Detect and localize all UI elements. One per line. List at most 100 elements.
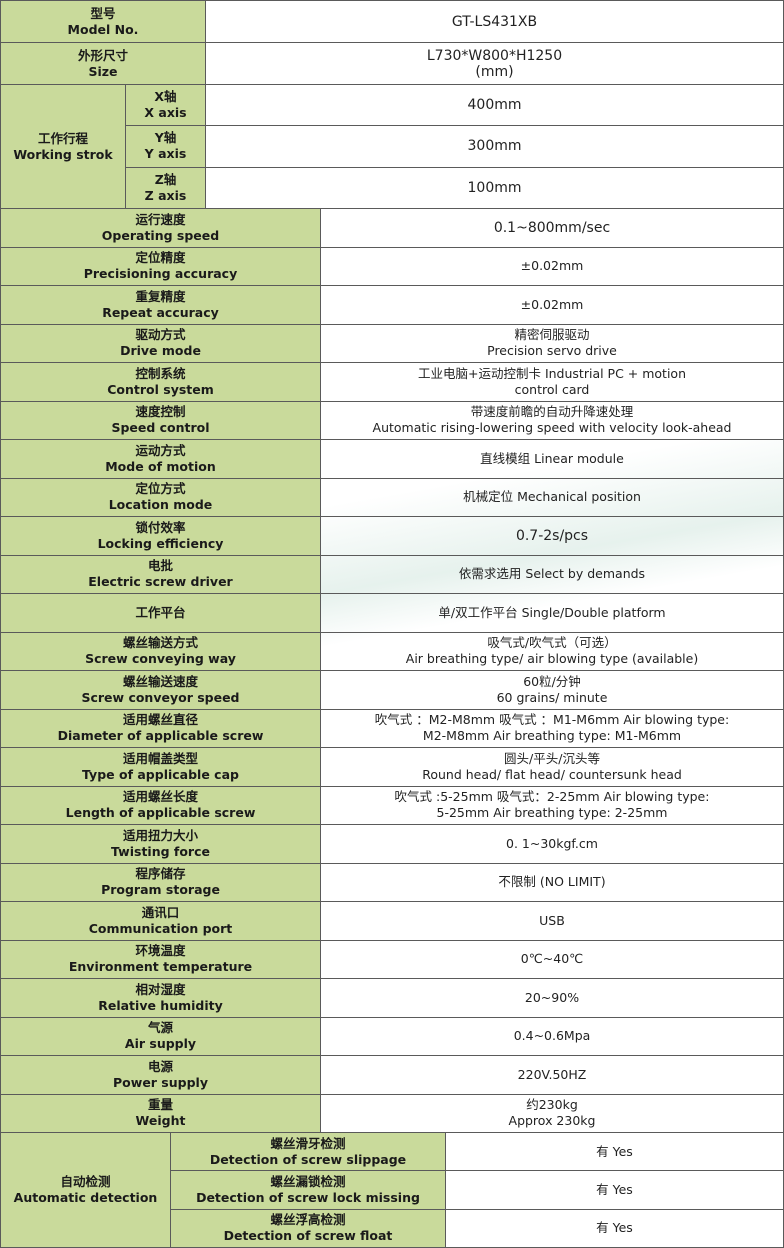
spec-14-value: 圆头/平头/沉头等 Round head/ flat head/ counters… [320,747,784,787]
working-stroke-label-text: 工作行程 [37,130,88,146]
spec-5-label: 速度控制 Speed control [0,400,321,440]
axis-2-label-text: Z轴 [154,171,177,187]
spec-23-value: 约230kg Approx 230kg [320,1093,784,1133]
spec-13-value-text: M2-M8mm Air breathing type: M1-M6mm [422,728,682,744]
spec-11-value-text: 吸气式/吹气式（可选） [487,635,617,651]
spec-15-value-text: 5-25mm Air breathing type: 2-25mm [436,805,668,821]
spec-5-label-text: 速度控制 [135,404,186,420]
spec-6-label-text: 运动方式 [135,442,186,458]
spec-19-label-text: 环境温度 [135,943,186,959]
spec-22-value-text: 220V.50HZ [517,1066,587,1082]
spec-20-value-text: 20~90% [524,989,580,1005]
spec-6-label-text: Mode of motion [105,458,216,474]
spec-13-label: 适用螺丝直径 Diameter of applicable screw [0,708,321,748]
spec-1-label: 定位精度 Precisioning accuracy [0,246,321,286]
spec-19-label: 环境温度 Environment temperature [0,939,321,979]
spec-17-label-text: 程序储存 [135,866,186,882]
spec-0-label-text: Operating speed [101,227,220,243]
axis-0-label-text: X axis [144,105,187,121]
spec-9-value-text: 依需求选用 Select by demands [458,566,646,582]
spec-3-label-text: 驱动方式 [135,327,186,343]
axis-1-label-text: Y axis [144,146,187,162]
row-0-label-text: 型号 [90,5,116,21]
detection-1-value-text: 有 Yes [596,1182,633,1198]
spec-17-value: 不限制 (NO LIMIT) [320,862,784,902]
spec-13-label-text: 适用螺丝直径 [122,712,198,728]
axis-2-label: Z轴 Z axis [125,166,206,209]
spec-3-label: 驱动方式 Drive mode [0,323,321,363]
spec-1-value-text: ±0.02mm [520,258,584,274]
spec-2-label: 重复精度 Repeat accuracy [0,285,321,325]
spec-14-value-text: Round head/ flat head/ countersunk head [422,766,682,782]
spec-19-value: 0℃~40℃ [320,939,784,979]
row-0-label: 型号 Model No. [0,0,206,43]
spec-19-value-text: 0℃~40℃ [520,951,584,967]
spec-11-label: 螺丝输送方式 Screw conveying way [0,631,321,671]
spec-6-value-text: 直线模组 Linear module [480,450,624,466]
spec-23-value-text: 约230kg [526,1097,578,1113]
spec-16-label-text: Twisting force [111,843,210,859]
spec-1-label-text: 定位精度 [135,250,186,266]
spec-8-value: 0.7-2s/pcs [320,516,784,556]
detection-2-value-text: 有 Yes [596,1220,633,1236]
spec-3-value-text: 精密伺服驱动 [514,327,590,343]
spec-19-label-text: Environment temperature [68,959,253,975]
spec-3-value-text: Precision servo drive [487,343,617,359]
spec-20-value: 20~90% [320,978,784,1018]
spec-23-label-text: Weight [135,1113,186,1129]
spec-15-label-text: 适用螺丝长度 [122,789,198,805]
spec-11-label-text: Screw conveying way [85,651,236,667]
spec-20-label-text: Relative humidity [98,997,223,1013]
spec-14-label: 适用帽盖类型 Type of applicable cap [0,747,321,787]
spec-12-value-text: 60 grains/ minute [496,689,608,705]
spec-2-value-text: ±0.02mm [520,296,584,312]
spec-16-label-text: 适用扭力大小 [122,827,198,843]
spec-22-label-text: 电源 [147,1058,173,1074]
spec-15-value-text: 吹气式 :5-25mm 吸气式：2-25mm Air blowing type: [394,789,710,805]
spec-22-label-text: Power supply [113,1074,208,1090]
spec-15-label: 适用螺丝长度 Length of applicable screw [0,785,321,825]
spec-11-value-text: Air breathing type/ air blowing type (av… [405,651,699,667]
spec-5-value: 带速度前瞻的自动升降速处理 Automatic rising-lowering s… [320,400,784,440]
detection-0-label-text: 螺丝滑牙检测 [270,1135,346,1151]
spec-7-label-text: 定位方式 [135,481,186,497]
spec-11-value: 吸气式/吹气式（可选） Air breathing type/ air blowi… [320,631,784,671]
axis-1-value-text: 300mm [467,138,522,155]
spec-0-label-text: 运行速度 [135,211,186,227]
spec-12-label-text: Screw conveyor speed [81,689,240,705]
spec-23-label: 重量 Weight [0,1093,321,1133]
axis-1-value: 300mm [205,125,784,168]
spec-13-label-text: Diameter of applicable screw [57,728,264,744]
spec-23-value-text: Approx 230kg [508,1113,596,1129]
spec-0-label: 运行速度 Operating speed [0,208,321,248]
spec-1-label-text: Precisioning accuracy [83,266,238,282]
spec-21-value: 0.4~0.6Mpa [320,1016,784,1056]
spec-4-value-text: control card [514,381,590,397]
spec-9-label-text: Electric screw driver [88,574,233,590]
detection-1-label-text: 螺丝漏锁检测 [270,1174,346,1190]
axis-0-value-text: 400mm [467,97,522,114]
spec-4-value: 工业电脑+运动控制卡 Industrial PC + motion control… [320,362,784,402]
spec-20-label-text: 相对湿度 [135,981,186,997]
axis-1-label: Y轴 Y axis [125,125,206,168]
detection-0-value: 有 Yes [445,1132,784,1172]
detection-0-label: 螺丝滑牙检测 Detection of screw slippage [170,1132,446,1172]
spec-9-label-text: 电批 [147,558,173,574]
spec-0-value: 0.1~800mm/sec [320,208,784,248]
axis-0-value: 400mm [205,84,784,127]
row-1-label-text: 外形尺寸 [77,47,128,63]
working-stroke-label: 工作行程 Working strok [0,84,126,209]
spec-11-label-text: 螺丝输送方式 [122,635,198,651]
detection-2-label-text: Detection of screw float [223,1228,393,1244]
spec-18-label-text: Communication port [88,920,233,936]
spec-4-label-text: 控制系统 [135,365,186,381]
axis-1-label-text: Y轴 [154,130,177,146]
spec-3-label-text: Drive mode [120,343,201,359]
detection-0-value-text: 有 Yes [596,1143,633,1159]
spec-10-label: 工作平台 [0,593,321,633]
spec-14-label-text: Type of applicable cap [82,766,239,782]
axis-2-value: 100mm [205,166,784,209]
row-1-value-text: (mm) [475,63,514,80]
spec-14-label-text: 适用帽盖类型 [122,750,198,766]
row-1-value-text: L730*W800*H1250 [426,47,563,64]
